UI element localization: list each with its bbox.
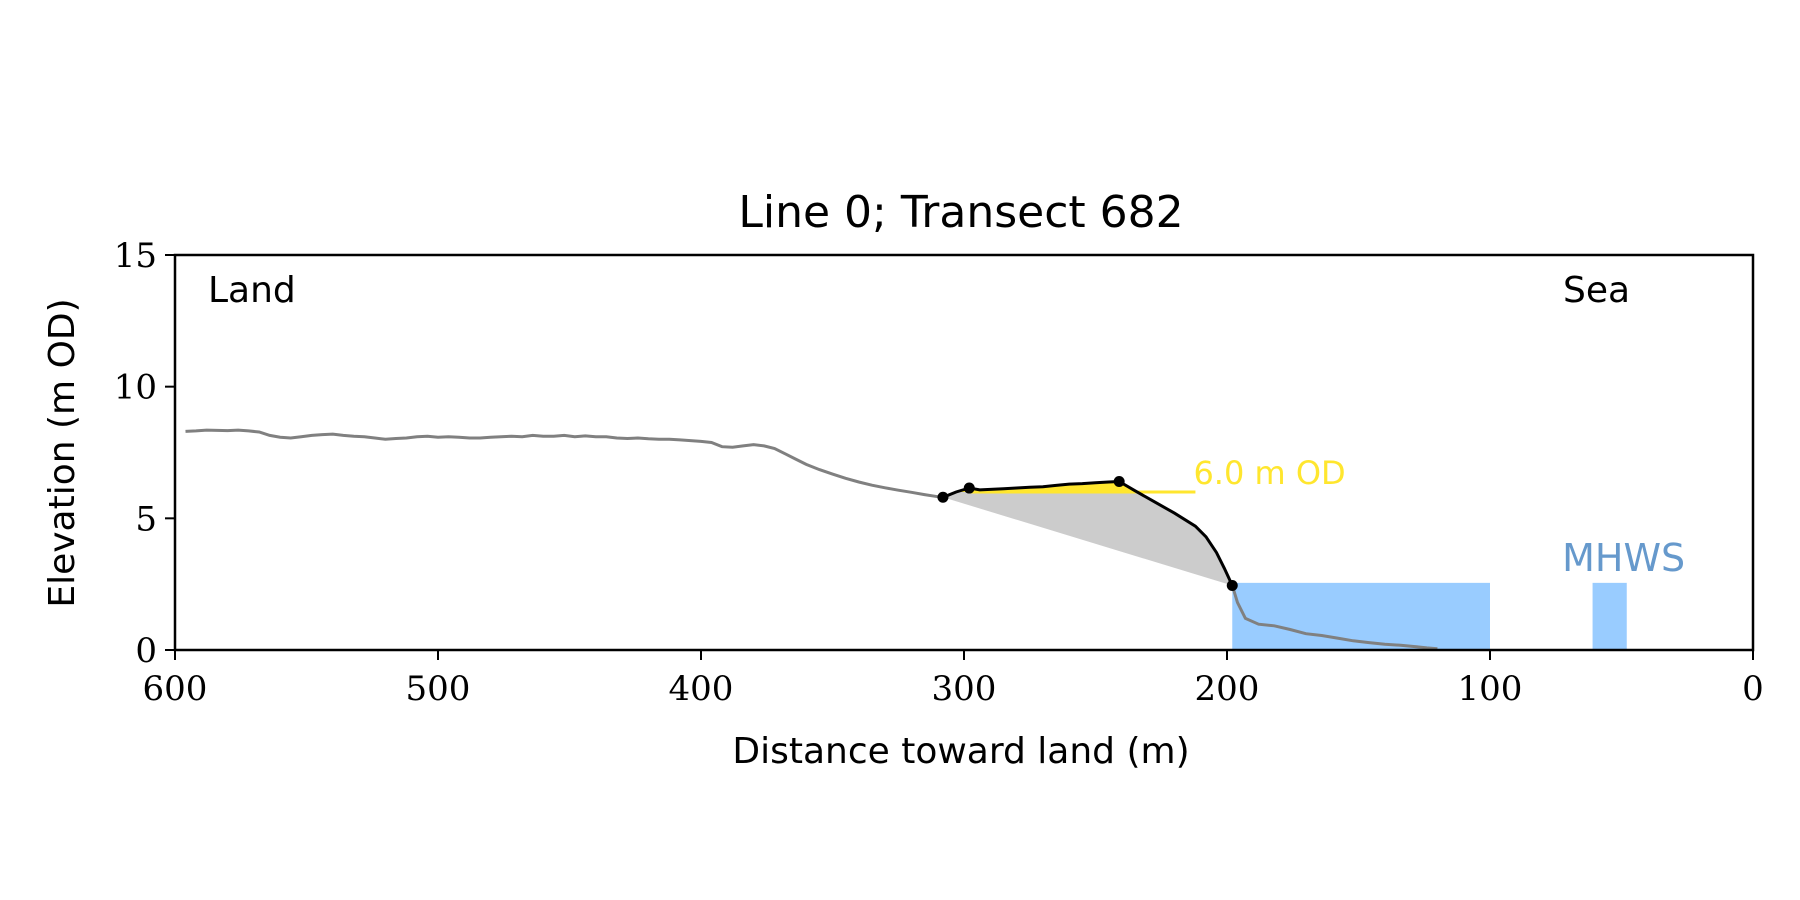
y-tick-label: 0 bbox=[135, 631, 157, 671]
y-axis-label: Elevation (m OD) bbox=[42, 298, 83, 607]
profile-line bbox=[185, 428, 944, 499]
water-rect-1 bbox=[1592, 582, 1627, 650]
x-tick-label: 500 bbox=[406, 669, 471, 709]
cliff-line bbox=[942, 479, 1234, 587]
x-tick-label: 400 bbox=[669, 669, 734, 709]
cliff-points bbox=[937, 475, 1238, 591]
chart-title: Line 0; Transect 682 bbox=[738, 187, 1183, 238]
x-axis: 600 500 400 300 200 100 0 bbox=[143, 650, 1764, 709]
x-tick-label: 100 bbox=[1458, 669, 1523, 709]
cliff-point bbox=[1113, 475, 1125, 487]
cliff-point bbox=[1226, 579, 1238, 591]
sea-label: Sea bbox=[1563, 270, 1630, 311]
plot-frame bbox=[173, 253, 1755, 652]
y-tick-label: 5 bbox=[135, 499, 157, 539]
foreshore-line bbox=[1230, 585, 1438, 651]
mhws-label: MHWS bbox=[1562, 536, 1685, 580]
threshold-label: 6.0 m OD bbox=[1193, 454, 1345, 492]
cliff-point bbox=[937, 491, 949, 503]
y-tick-label: 15 bbox=[114, 236, 157, 276]
x-tick-label: 200 bbox=[1195, 669, 1260, 709]
plot-area: 6.0 m OD MHWS Land Sea bbox=[185, 270, 1685, 651]
cliff-point bbox=[963, 482, 975, 494]
x-tick-label: 600 bbox=[143, 669, 208, 709]
x-axis-label: Distance toward land (m) bbox=[732, 731, 1189, 772]
gray-fill bbox=[942, 481, 1233, 586]
land-label: Land bbox=[208, 270, 296, 311]
x-tick-label: 0 bbox=[1742, 669, 1764, 709]
y-tick-label: 10 bbox=[114, 368, 157, 408]
x-tick-label: 300 bbox=[932, 669, 997, 709]
water-rects bbox=[1232, 582, 1627, 650]
y-axis: 0 5 10 15 bbox=[114, 236, 175, 671]
water-rect-0 bbox=[1232, 582, 1490, 650]
